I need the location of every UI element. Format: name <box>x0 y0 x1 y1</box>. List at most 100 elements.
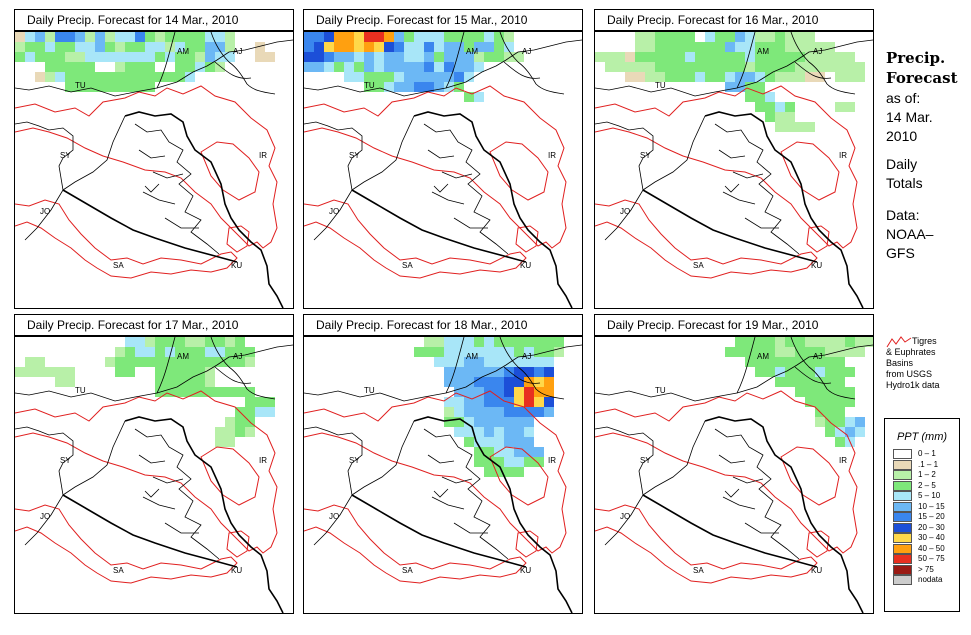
precip-cell <box>155 367 165 377</box>
precip-cell <box>225 52 235 62</box>
precip-cell <box>725 52 735 62</box>
precip-cell <box>135 32 145 42</box>
precip-cell <box>705 72 715 82</box>
precip-cell <box>735 62 745 72</box>
precip-cell <box>464 347 474 357</box>
precip-cell <box>55 377 65 387</box>
precip-cell <box>755 102 765 112</box>
precip-cell <box>215 347 225 357</box>
ppt-legend-swatch <box>893 554 912 564</box>
precip-cell <box>755 32 765 42</box>
map-svg: AM AJ TU SY IR JO SA KU <box>15 337 293 613</box>
precip-cell <box>245 347 255 357</box>
precip-cell <box>354 42 364 52</box>
precip-cell <box>835 417 845 427</box>
precip-cell <box>215 337 225 347</box>
precip-cell <box>705 42 715 52</box>
precip-cell <box>665 72 675 82</box>
ppt-legend-label: nodata <box>918 575 943 584</box>
precip-cell <box>835 407 845 417</box>
precip-cell <box>835 102 845 112</box>
border-line <box>704 416 864 613</box>
basin-legend-label: Basins <box>886 358 914 368</box>
precip-cell <box>384 42 394 52</box>
precip-cell <box>175 357 185 367</box>
precip-cell <box>825 367 835 377</box>
precip-cell <box>795 122 805 132</box>
country-label: KU <box>231 261 242 270</box>
precip-cell <box>125 357 135 367</box>
precip-cell <box>494 407 504 417</box>
precip-cell <box>135 42 145 52</box>
precip-cell <box>195 42 205 52</box>
precip-cell <box>215 387 225 397</box>
precip-cell <box>524 377 534 387</box>
ppt-legend-swatch <box>893 564 912 575</box>
precip-cell <box>125 367 135 377</box>
precip-cell <box>725 42 735 52</box>
ppt-legend-row: 30 – 40 <box>885 533 959 544</box>
precip-cell <box>65 72 75 82</box>
precip-cell <box>775 72 785 82</box>
precip-cell <box>474 377 484 387</box>
precip-cell <box>484 42 494 52</box>
precip-cell <box>215 427 225 437</box>
precip-cell <box>155 337 165 347</box>
precip-cell <box>524 437 534 447</box>
precip-cell <box>825 347 835 357</box>
precip-cell <box>354 52 364 62</box>
precip-cell <box>444 42 454 52</box>
border-line <box>724 183 740 193</box>
precip-cell <box>745 62 755 72</box>
precip-cell <box>484 447 494 457</box>
border-line <box>736 337 756 394</box>
precip-cell <box>175 42 185 52</box>
forecast-panel-19-mar: Daily Precip. Forecast for 19 Mar., 2010… <box>594 314 874 614</box>
precip-cell <box>845 367 855 377</box>
precip-cell <box>374 72 384 82</box>
precip-cell <box>765 32 775 42</box>
precip-cell <box>795 62 805 72</box>
map-svg: AM AJ TU SY IR JO SA KU <box>595 337 873 613</box>
precip-cell <box>125 337 135 347</box>
border-line <box>433 183 449 193</box>
precip-cell <box>424 347 434 357</box>
ppt-legend-swatch <box>893 522 912 533</box>
precip-cell <box>424 42 434 52</box>
panel-title: Daily Precip. Forecast for 19 Mar., 2010 <box>594 314 874 336</box>
precip-cell <box>314 52 324 62</box>
precip-cell <box>304 42 314 52</box>
precip-cell <box>314 42 324 52</box>
precip-cell <box>354 32 364 42</box>
precip-cell <box>314 32 324 42</box>
panel-title: Daily Precip. Forecast for 18 Mar., 2010 <box>303 314 583 336</box>
precip-cell <box>65 367 75 377</box>
border-line <box>642 189 818 263</box>
country-label: SY <box>60 456 71 465</box>
country-label: TU <box>75 386 86 395</box>
precip-cell <box>705 62 715 72</box>
precip-cell <box>454 387 464 397</box>
ppt-legend-row: 40 – 50 <box>885 543 959 555</box>
precip-cell <box>175 337 185 347</box>
precip-cell <box>504 52 514 62</box>
precip-cell <box>795 387 805 397</box>
precip-cell <box>725 32 735 42</box>
precip-cell <box>225 417 235 427</box>
precip-cell <box>344 72 354 82</box>
precip-cell <box>504 407 514 417</box>
basin-outline <box>304 504 527 584</box>
precip-cell <box>494 357 504 367</box>
precip-cell <box>55 42 65 52</box>
precip-cell <box>384 52 394 62</box>
precip-cell <box>304 62 314 72</box>
basin-outline <box>515 530 539 558</box>
precip-cell <box>705 32 715 42</box>
precip-cell <box>524 347 534 357</box>
precip-cell <box>795 377 805 387</box>
precip-cell <box>815 337 825 347</box>
precip-cell <box>665 62 675 72</box>
precip-cell <box>775 62 785 72</box>
precip-cell <box>514 337 524 347</box>
precip-cell <box>815 377 825 387</box>
